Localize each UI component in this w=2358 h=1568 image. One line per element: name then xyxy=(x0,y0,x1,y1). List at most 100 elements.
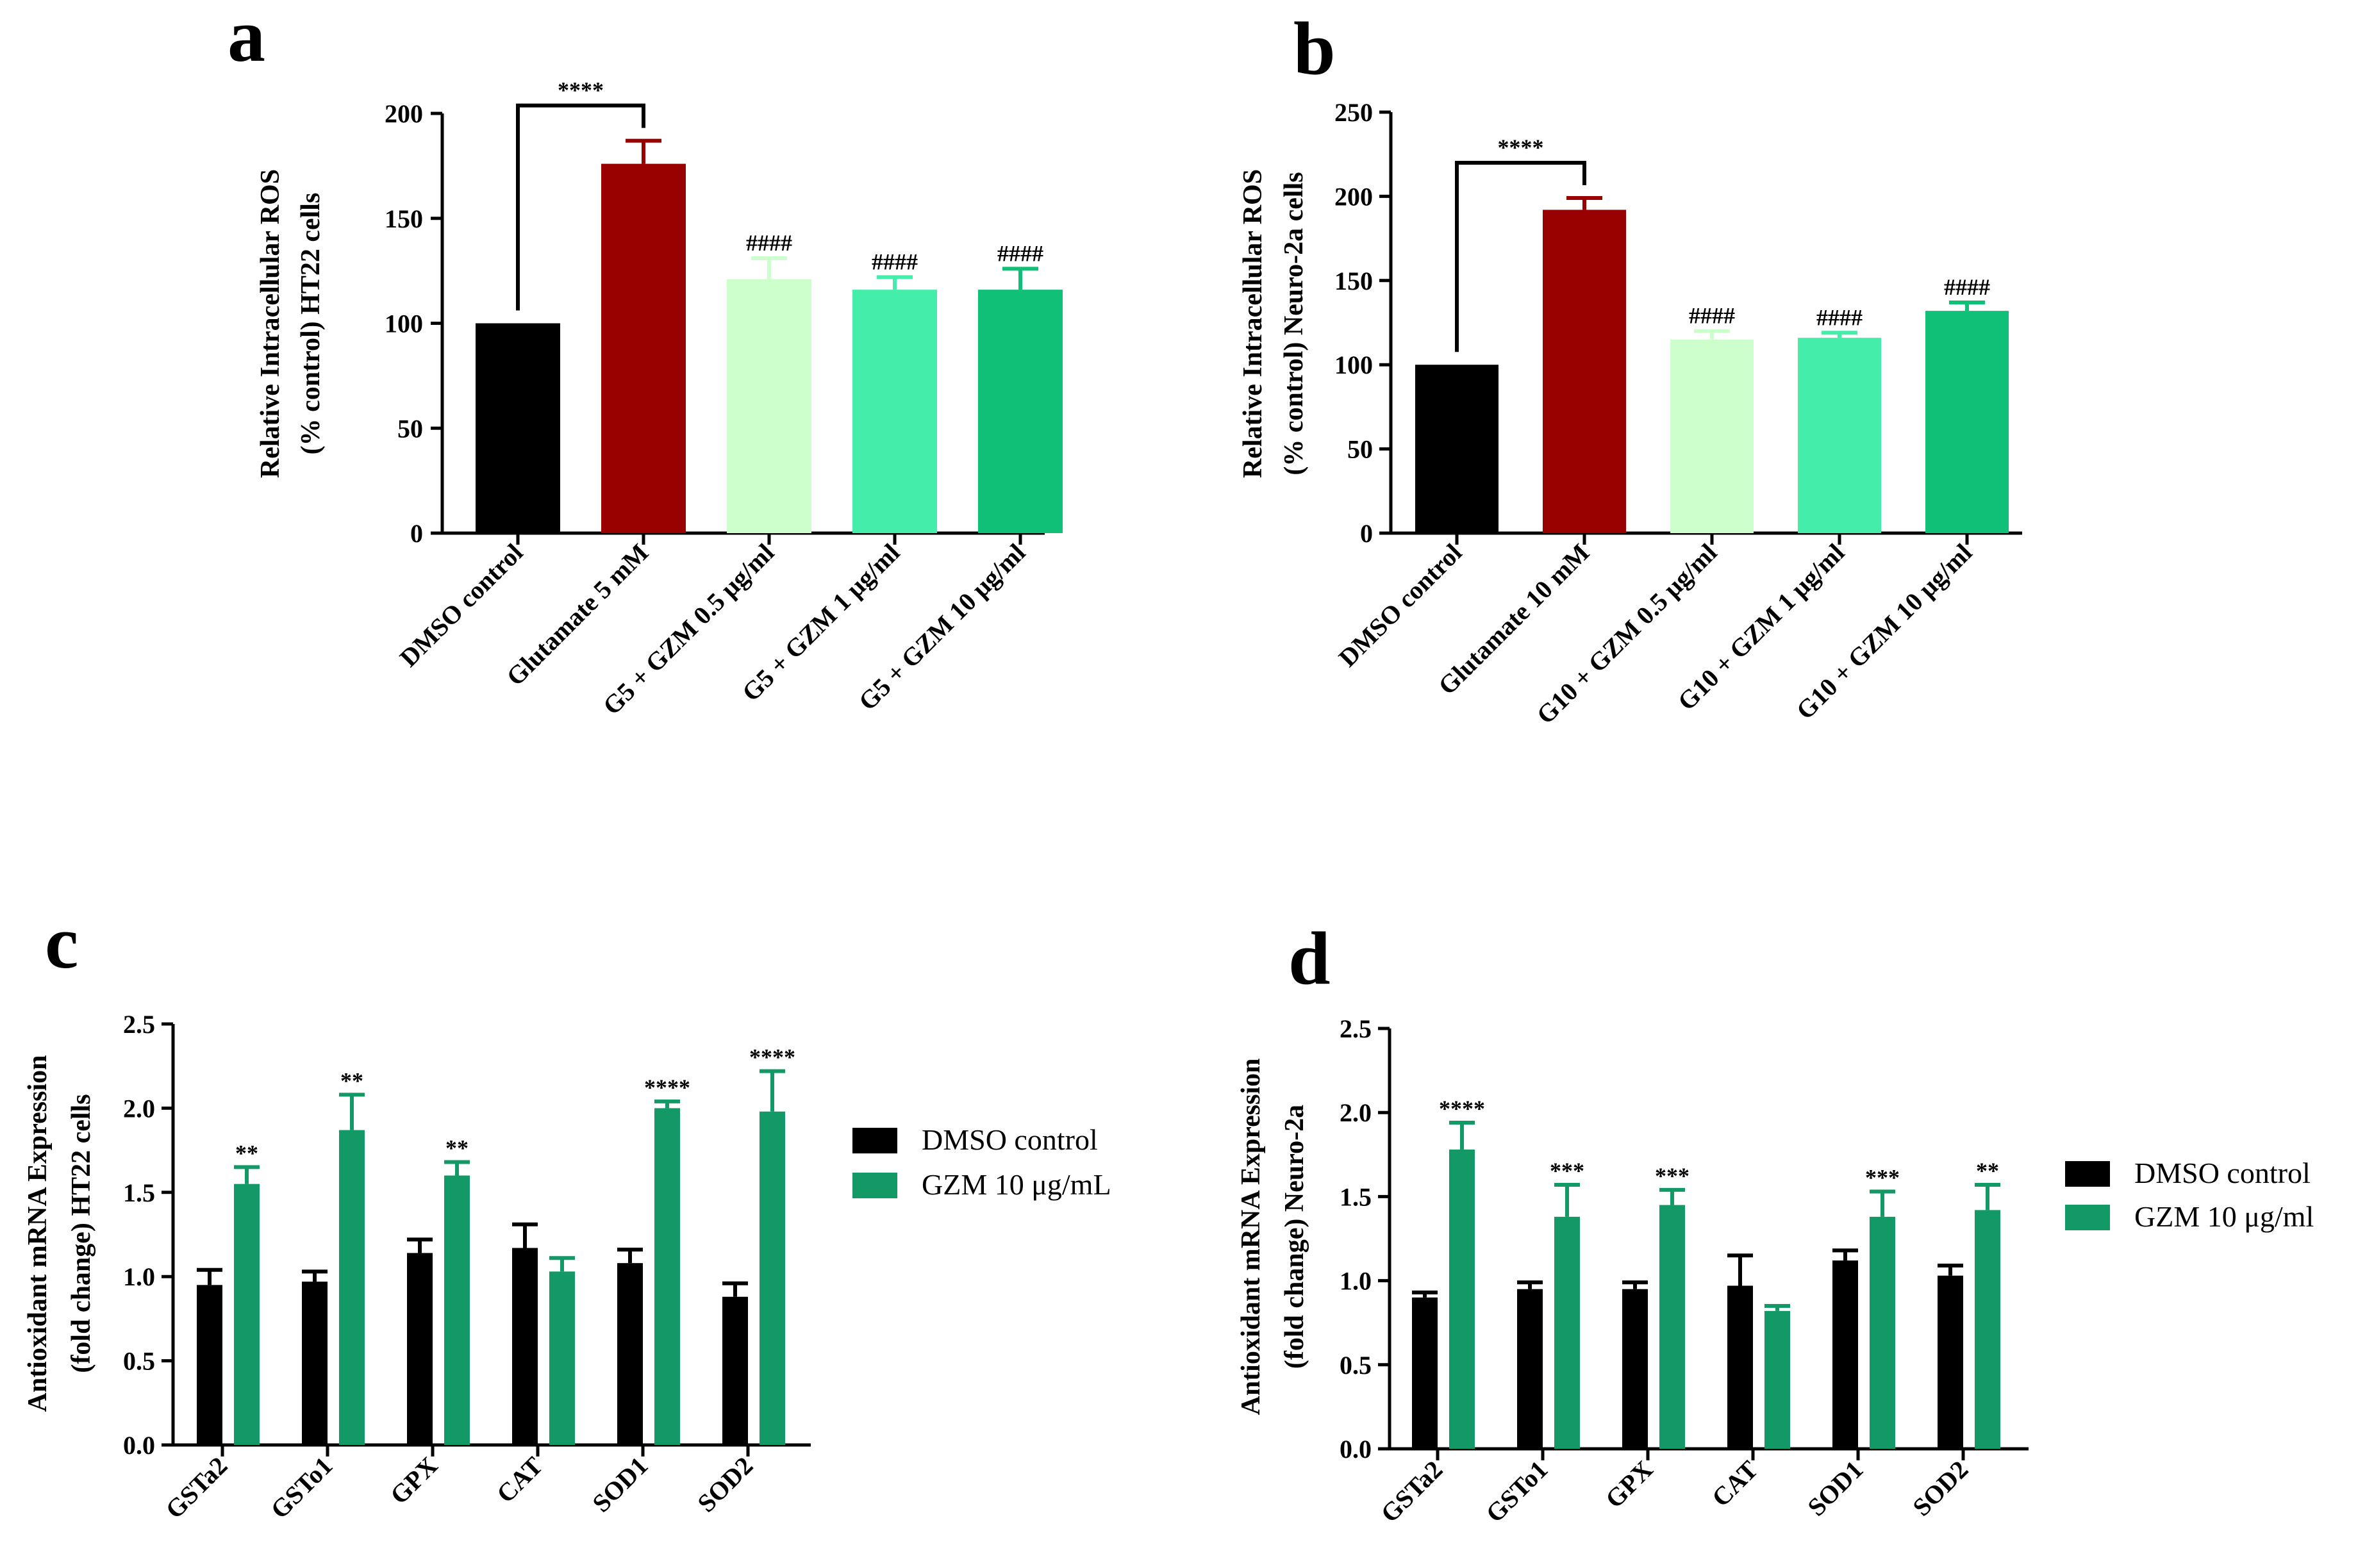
bar xyxy=(549,1271,575,1445)
x-tick-label: GSTa2 xyxy=(160,1451,233,1524)
bar xyxy=(1517,1289,1543,1449)
chart-panel-d: 0.0 0.5 1.0 1.5 2.0 2.5 Antioxidant mRNA Expre… xyxy=(1236,1014,2314,1528)
legend-swatch xyxy=(2065,1205,2110,1230)
legend-swatch xyxy=(852,1128,897,1153)
panel-letter-b: b xyxy=(1293,6,1336,90)
bar xyxy=(1975,1210,2000,1449)
significance-label: ** xyxy=(445,1135,469,1160)
y-tick-label: 0.0 xyxy=(1340,1435,1372,1464)
x-tick-label: DMSO control xyxy=(394,538,529,673)
panel-letter-d: d xyxy=(1288,916,1331,1000)
x-tick-label: SOD1 xyxy=(586,1451,653,1518)
bar xyxy=(1449,1149,1475,1449)
bar xyxy=(407,1253,433,1445)
y-axis-label: Relative Intracellular ROS xyxy=(256,169,285,478)
bar xyxy=(512,1248,538,1445)
significance-label: #### xyxy=(1944,274,1990,300)
bar xyxy=(617,1263,643,1445)
y-tick-label: 250 xyxy=(1334,98,1373,127)
y-axis-label: Antioxidant mRNA Expression xyxy=(1236,1059,1266,1415)
bar xyxy=(978,290,1063,533)
y-tick-label: 0 xyxy=(1360,519,1373,548)
significance-label: #### xyxy=(997,240,1043,266)
significance-bracket xyxy=(1455,161,1586,352)
bar xyxy=(1622,1289,1648,1449)
x-tick-label: GSTo1 xyxy=(1480,1455,1553,1528)
panel-letter-c: c xyxy=(45,900,78,984)
legend-label: GZM 10 μg/ml xyxy=(2134,1200,2314,1233)
y-tick-label: 2.0 xyxy=(1340,1098,1372,1127)
y-tick-label: 100 xyxy=(385,309,423,338)
y-axis-label: (% control) HT22 cells xyxy=(296,193,326,455)
bar xyxy=(1870,1216,1895,1449)
bar xyxy=(1727,1285,1753,1449)
y-axis-label: Antioxidant mRNA Expression xyxy=(23,1055,53,1412)
bar xyxy=(727,279,811,533)
x-tick-label: CAT xyxy=(491,1451,549,1508)
chart-panel-b: 0 50 100 150 200 250 Relative Intracellular RO… xyxy=(1238,98,2022,729)
chart-panel-a: 0 50 100 150 200 Relative Intracellular ROS (%… xyxy=(256,78,1063,720)
y-tick-label: 0.0 xyxy=(123,1431,155,1460)
x-tick-label: GSTo1 xyxy=(265,1451,338,1524)
significance-label: #### xyxy=(746,230,792,256)
significance-label: *** xyxy=(1550,1158,1584,1184)
bar xyxy=(197,1285,222,1445)
y-tick-label: 150 xyxy=(385,204,423,233)
y-tick-label: 1.5 xyxy=(123,1178,155,1207)
bar xyxy=(476,323,560,533)
significance-label: ** xyxy=(235,1140,258,1166)
significance-label: #### xyxy=(1816,304,1863,330)
x-tick-label: SOD2 xyxy=(692,1451,758,1518)
bar xyxy=(1659,1205,1685,1449)
significance-bracket xyxy=(516,103,645,311)
x-tick-label: DMSO control xyxy=(1333,538,1468,673)
bar xyxy=(1925,311,2009,533)
significance-label: ** xyxy=(340,1068,363,1093)
bar xyxy=(601,163,686,534)
panel-letter-a: a xyxy=(228,0,265,78)
legend-swatch xyxy=(852,1173,897,1198)
y-axis-label: (% control) Neuro-2a cells xyxy=(1279,172,1309,475)
legend-label: GZM 10 μg/mL xyxy=(922,1168,1111,1201)
significance-label: **** xyxy=(749,1044,795,1070)
significance-label: **** xyxy=(1439,1096,1485,1121)
bar xyxy=(760,1111,785,1445)
bar xyxy=(852,290,937,533)
bar xyxy=(1543,210,1626,533)
y-tick-label: 100 xyxy=(1334,351,1373,379)
significance-label: *** xyxy=(1655,1163,1690,1189)
x-tick-label: GPX xyxy=(385,1451,444,1510)
y-axis-label: (fold change) HT22 cells xyxy=(67,1094,96,1373)
legend-swatch xyxy=(2065,1161,2110,1187)
bar xyxy=(444,1175,470,1445)
significance-label: *** xyxy=(1865,1165,1900,1191)
significance-label: #### xyxy=(1689,303,1735,329)
bar xyxy=(1415,365,1499,533)
legend-label: DMSO control xyxy=(2134,1157,2311,1189)
y-tick-label: 50 xyxy=(1347,435,1373,464)
x-tick-label: GSTa2 xyxy=(1375,1455,1448,1528)
significance-label: **** xyxy=(644,1075,690,1100)
bar xyxy=(1670,339,1754,533)
x-tick-label: GPX xyxy=(1600,1455,1659,1514)
x-tick-label: SOD1 xyxy=(1802,1455,1868,1522)
chart-panel-c: 0.0 0.5 1.0 1.5 2.0 2.5 Antioxidant mRNA Expre… xyxy=(23,1010,1111,1524)
x-tick-label: SOD2 xyxy=(1907,1455,1973,1522)
y-tick-label: 200 xyxy=(385,99,423,128)
y-axis-label: Relative Intracellular ROS xyxy=(1238,169,1268,478)
bar xyxy=(1554,1216,1580,1449)
y-tick-label: 50 xyxy=(397,414,423,443)
significance-label: #### xyxy=(872,249,918,274)
y-axis-label: (fold change) Neuro-2a xyxy=(1280,1105,1309,1369)
bar xyxy=(1412,1297,1438,1449)
y-tick-label: 0.5 xyxy=(123,1347,155,1376)
y-tick-label: 2.0 xyxy=(123,1094,155,1123)
bar xyxy=(339,1130,365,1445)
bar xyxy=(722,1296,748,1445)
y-tick-label: 1.0 xyxy=(123,1262,155,1291)
significance-label: **** xyxy=(1498,135,1544,160)
bar xyxy=(1938,1275,1963,1449)
x-tick-label: CAT xyxy=(1706,1455,1764,1512)
bar xyxy=(1798,338,1881,533)
